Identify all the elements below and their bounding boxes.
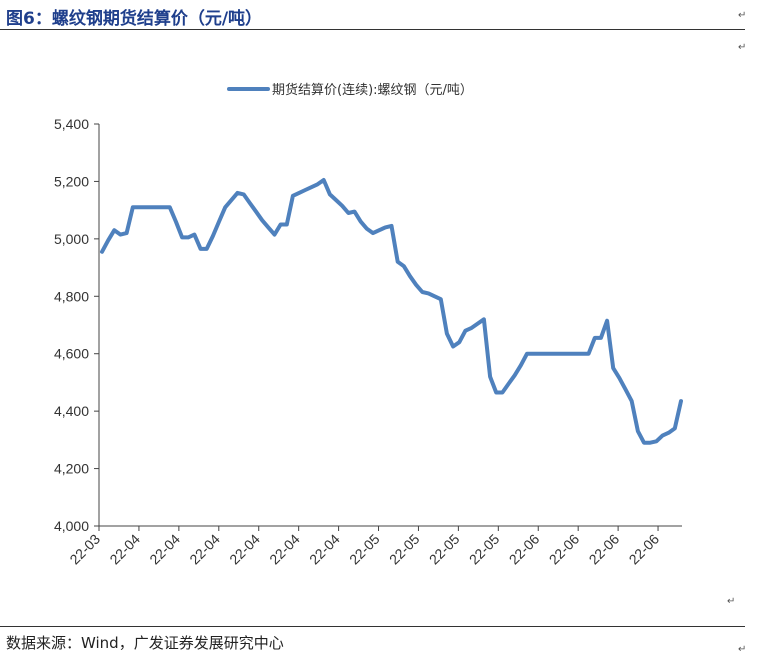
figure-title: 图6：螺纹钢期货结算价（元/吨）	[6, 9, 263, 29]
chart-axes	[98, 124, 682, 527]
x-tick-label: 22-04	[186, 531, 223, 568]
series-line	[100, 178, 683, 445]
paragraph-mark: ↵	[738, 42, 747, 53]
x-tick-label: 22-04	[266, 531, 303, 568]
y-tick-label: 5,000	[54, 231, 89, 247]
y-tick-label: 4,800	[54, 288, 89, 304]
x-tick-label: 22-03	[66, 531, 103, 568]
paragraph-mark: ↵	[738, 10, 747, 21]
x-tick-label: 22-06	[626, 531, 663, 568]
line-chart: 期货结算价(连续):螺纹钢（元/吨） 4,0004,2004,4004,6004…	[54, 82, 683, 567]
x-tick-label: 22-06	[546, 531, 583, 568]
x-tick-label: 22-04	[226, 531, 263, 568]
x-tick-label: 22-05	[426, 531, 463, 568]
y-tick-label: 4,000	[54, 518, 89, 534]
x-tick-label: 22-05	[346, 531, 383, 568]
paragraph-mark: ↵	[727, 596, 736, 607]
y-tick-label: 5,200	[54, 173, 89, 189]
chart-legend: 期货结算价(连续):螺纹钢（元/吨）	[227, 82, 473, 98]
source-note: 数据来源：Wind，广发证券发展研究中心	[6, 634, 284, 652]
paragraph-mark: ↵	[738, 644, 747, 655]
x-axis-ticks: 22-03 22-04 22-04 22-04 22-04 22-04 22-04 22-05…	[66, 526, 662, 567]
y-tick-label: 4,200	[54, 461, 89, 477]
bottom-rule	[0, 626, 745, 627]
x-tick-label: 22-05	[386, 531, 423, 568]
top-rule	[0, 29, 745, 30]
x-tick-label: 22-04	[306, 531, 343, 568]
legend-label: 期货结算价(连续):螺纹钢（元/吨）	[272, 82, 473, 98]
x-tick-label: 22-04	[106, 531, 143, 568]
x-tick-label: 22-06	[506, 531, 543, 568]
y-tick-label: 4,600	[54, 346, 89, 362]
x-tick-label: 22-05	[466, 531, 503, 568]
x-tick-label: 22-06	[586, 531, 623, 568]
x-tick-label: 22-04	[146, 531, 183, 568]
y-axis-ticks: 4,000 4,200 4,400 4,600 4,800 5,000 5,200 5,400	[54, 116, 99, 534]
y-tick-label: 5,400	[54, 116, 89, 132]
series-layer	[100, 178, 683, 445]
y-tick-label: 4,400	[54, 403, 89, 419]
